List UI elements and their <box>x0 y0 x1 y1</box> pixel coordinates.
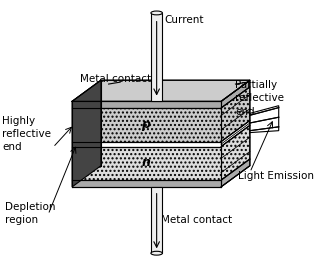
Polygon shape <box>151 13 163 101</box>
Polygon shape <box>221 87 250 142</box>
Polygon shape <box>151 187 163 253</box>
Polygon shape <box>221 121 250 147</box>
Polygon shape <box>72 142 221 147</box>
Text: Depletion
region: Depletion region <box>5 202 55 225</box>
Text: n: n <box>142 156 151 169</box>
Polygon shape <box>72 147 221 180</box>
Text: Metal contact: Metal contact <box>80 74 151 84</box>
Polygon shape <box>250 106 279 133</box>
Text: Light Emission: Light Emission <box>238 171 314 181</box>
Polygon shape <box>72 80 250 101</box>
Polygon shape <box>72 101 221 108</box>
Text: p: p <box>141 118 151 131</box>
Ellipse shape <box>151 251 163 255</box>
Polygon shape <box>72 108 221 142</box>
Polygon shape <box>221 80 250 108</box>
Ellipse shape <box>151 11 163 15</box>
Text: Partially
reflective
end: Partially reflective end <box>236 80 285 117</box>
Polygon shape <box>72 180 221 187</box>
Polygon shape <box>221 125 250 180</box>
Polygon shape <box>72 80 101 187</box>
Polygon shape <box>221 159 250 187</box>
Text: Highly
reflective
end: Highly reflective end <box>2 116 51 152</box>
Text: Current: Current <box>164 15 204 25</box>
Text: Metal contact: Metal contact <box>162 215 233 225</box>
